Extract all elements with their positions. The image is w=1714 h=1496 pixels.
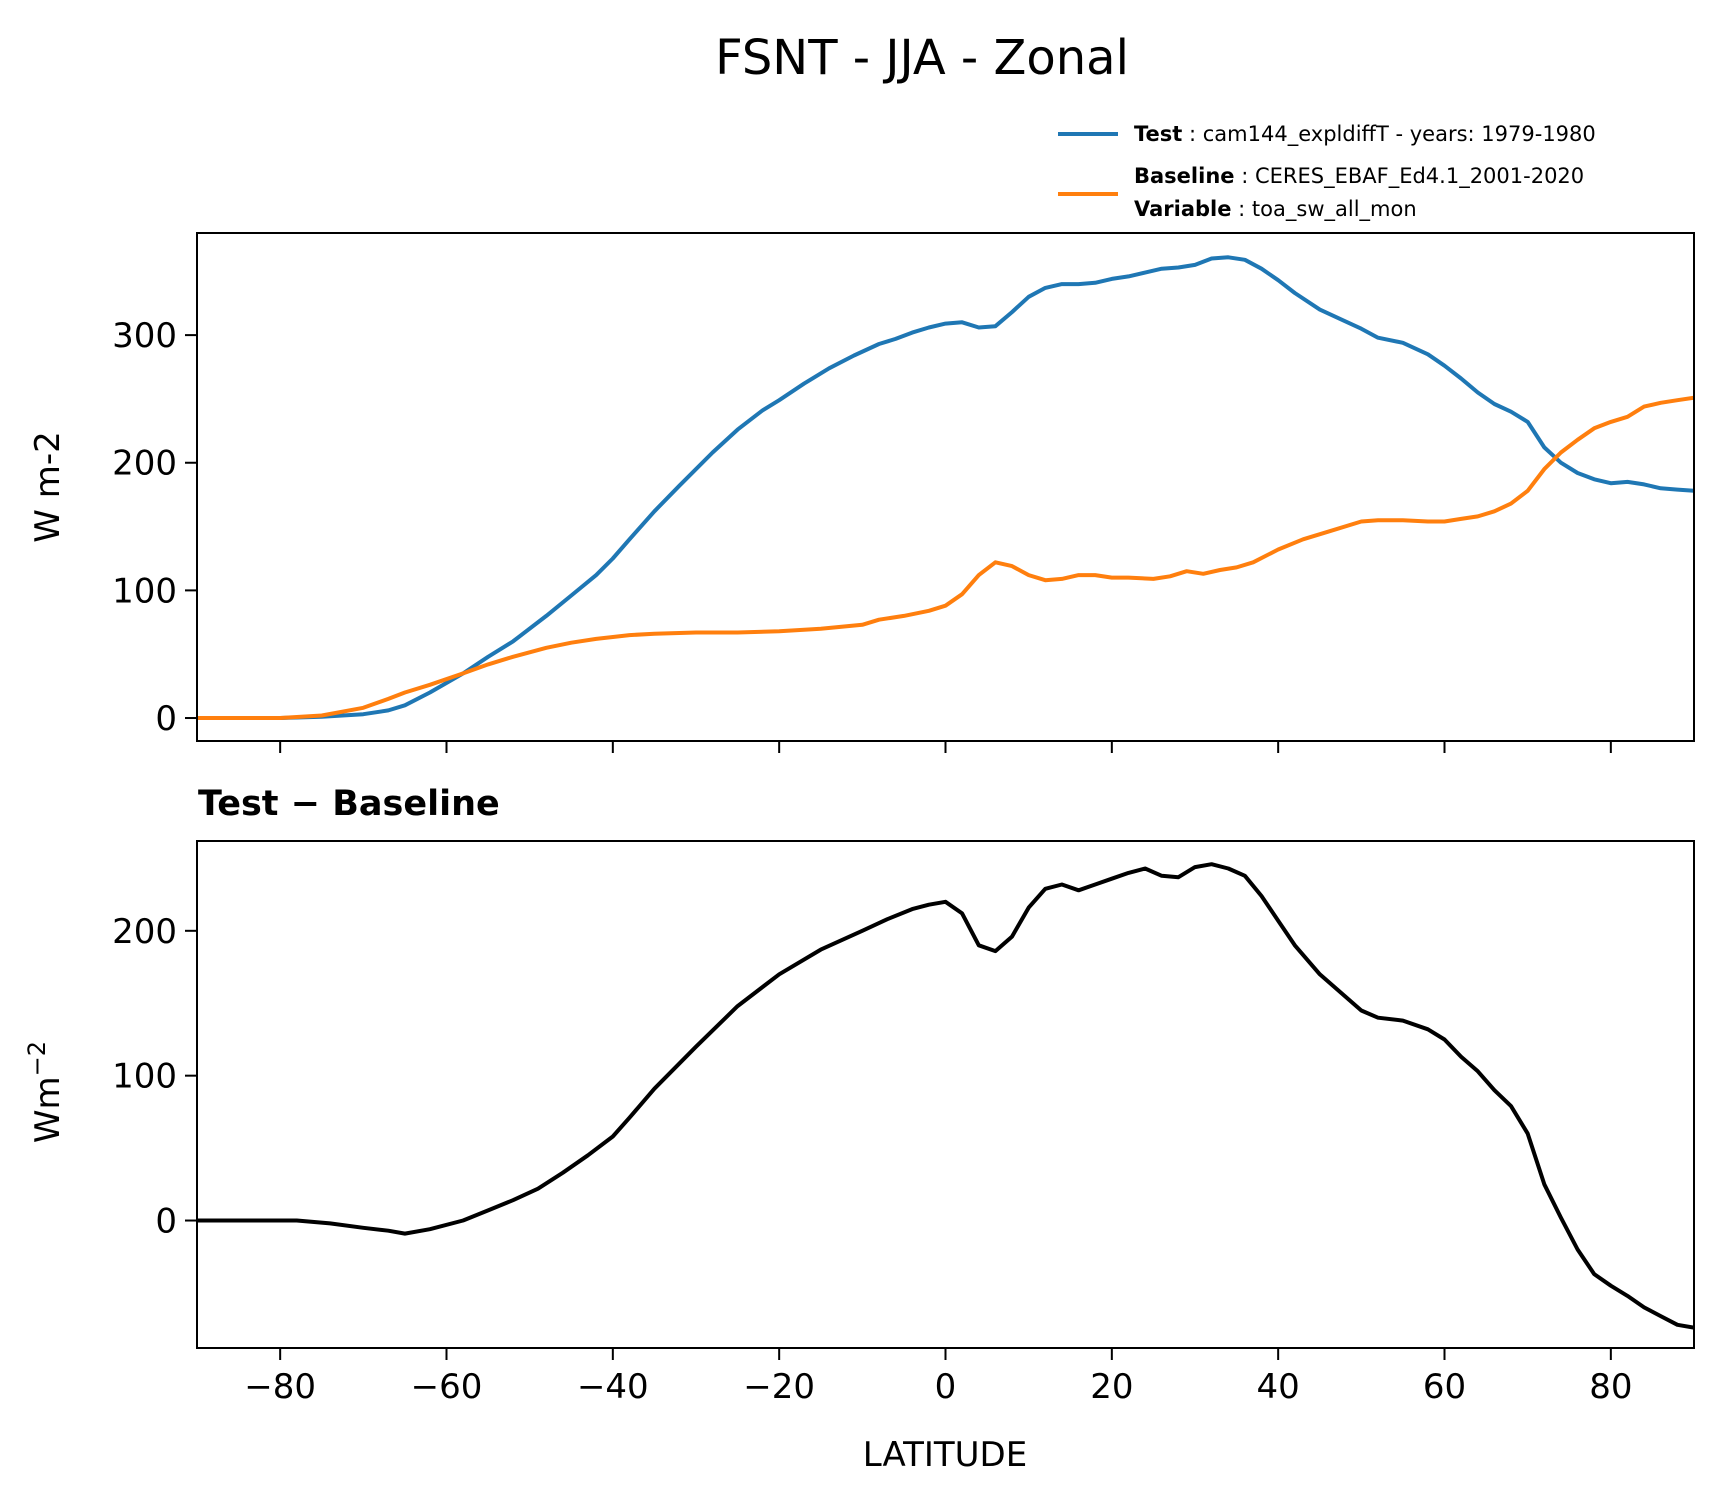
legend-variable-sep: : (1231, 197, 1251, 221)
bottom-x-tick-label: 20 (1090, 1367, 1133, 1407)
bottom-y-tick-label: 200 (112, 912, 177, 952)
top-y-tick-label: 100 (112, 571, 177, 611)
legend-variable-entry: Variable : toa_sw_all_mon (1134, 197, 1417, 222)
top-y-tick-label: 300 (112, 316, 177, 356)
bottom-x-tick-label: −80 (244, 1367, 316, 1407)
bottom-series-layer (197, 862, 1694, 1330)
legend-test-key: Test (1134, 122, 1182, 146)
bottom-x-axis-label: LATITUDE (863, 1435, 1027, 1475)
top-y-axis-label: W m-2 (28, 431, 68, 542)
bottom-x-tick-label: 40 (1257, 1367, 1300, 1407)
bottom-x-tick-label: −20 (743, 1367, 815, 1407)
bottom-x-tick-label: −40 (577, 1367, 649, 1407)
bottom-plot-frame (196, 840, 1695, 1349)
bottom-panel: Test − Baseline −80 −60 −40 −20 0 20 40 60 80 0 10… (23, 784, 1695, 1475)
bottom-x-tick-label: 80 (1589, 1367, 1632, 1407)
bottom-x-tick-label: −60 (411, 1367, 483, 1407)
bottom-series-difference-line (197, 862, 1694, 1330)
legend-baseline-text: CERES_EBAF_Ed4.1_2001-2020 (1255, 164, 1584, 189)
bottom-ticks-layer: −80 −60 −40 −20 0 20 40 60 80 0 100 200 (112, 912, 1632, 1407)
top-series-baseline-line (197, 395, 1694, 720)
bottom-y-axis-label: Wm−2 (23, 1041, 68, 1143)
top-y-tick-label: 200 (112, 444, 177, 484)
legend-baseline-entry: Baseline : CERES_EBAF_Ed4.1_2001-2020 (1134, 164, 1584, 189)
bottom-y-tick-label: 0 (155, 1202, 177, 1242)
bottom-x-tick-label: 60 (1423, 1367, 1466, 1407)
bottom-panel-title: Test − Baseline (198, 784, 500, 824)
legend-variable-text: toa_sw_all_mon (1252, 197, 1417, 222)
top-panel: 0 100 200 300 W m-2 (28, 232, 1695, 753)
bottom-x-tick-label: 0 (935, 1367, 957, 1407)
top-plot-frame (196, 232, 1695, 742)
top-y-tick-label: 0 (155, 699, 177, 739)
legend-baseline-key: Baseline (1134, 164, 1235, 188)
bottom-y-tick-label: 100 (112, 1057, 177, 1097)
legend-test-sep: : (1182, 122, 1202, 146)
bottom-y-axis-label-base: Wm (28, 1076, 68, 1143)
legend-test-text: cam144_expldiffT - years: 1979-1980 (1203, 122, 1596, 147)
legend-baseline-sep: : (1235, 164, 1255, 188)
top-series-layer (197, 255, 1694, 720)
legend-test-entry: Test : cam144_expldiffT - years: 1979-19… (1134, 122, 1596, 147)
legend: Test : cam144_expldiffT - years: 1979-19… (1058, 122, 1596, 222)
legend-variable-key: Variable (1134, 197, 1231, 221)
top-ticks-layer: 0 100 200 300 (112, 316, 1612, 753)
bottom-y-axis-label-exponent: −2 (23, 1041, 51, 1076)
top-series-test-line (197, 255, 1694, 720)
figure-title: FSNT - JJA - Zonal (715, 30, 1129, 86)
